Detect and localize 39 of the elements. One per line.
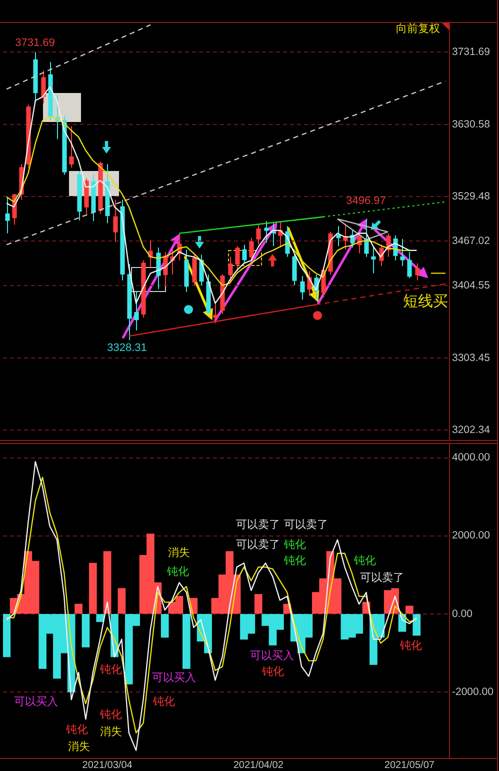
annotation: 可以卖了	[360, 572, 404, 585]
annotation: 可以买入	[14, 696, 58, 709]
y-tick-label: 4000.00	[452, 452, 490, 464]
y-tick-label: 3529.48	[452, 190, 490, 202]
annotation: 钝化	[354, 555, 376, 568]
annotation: 可以买入	[250, 650, 294, 663]
y-tick-label: 2000.00	[452, 530, 490, 542]
y-tick-label: 3731.69	[452, 46, 490, 58]
annotation: 钝化	[100, 664, 122, 677]
y-tick-label: 3303.45	[452, 352, 490, 364]
y-tick-label: -2000.00	[452, 686, 494, 698]
annotation: 可以买入	[152, 672, 196, 685]
y-tick-label: 3202.34	[452, 424, 490, 436]
annotation: 消失	[68, 741, 90, 754]
annotation: 钝化	[66, 724, 88, 737]
annotation: 钝化	[400, 640, 422, 653]
annotation: 钝化	[100, 709, 122, 722]
annotation: 可以卖了	[236, 519, 280, 532]
y-tick-label: 0.00	[452, 608, 473, 620]
y-tick-label: 3630.58	[452, 118, 490, 130]
x-tick-label: 2021/04/02	[233, 760, 284, 771]
annotation: 可以卖了	[284, 519, 328, 532]
annotation: 消失	[168, 547, 190, 560]
y-tick-label: 3467.02	[452, 235, 490, 248]
annotation: 钝化	[153, 696, 175, 709]
annotation: 向前复权	[396, 23, 440, 36]
annotation: 3496.97	[346, 194, 386, 208]
annotation: 3731.69	[15, 37, 55, 50]
annotation: 短线买	[403, 293, 448, 310]
annotation: 钝化	[284, 555, 306, 568]
annotation: 钝化	[167, 566, 189, 579]
annotation: 钝化	[262, 666, 284, 679]
annotation: 消失	[100, 726, 122, 739]
annotation: 3328.31	[107, 342, 147, 356]
x-tick-label: 2021/05/07	[384, 760, 435, 771]
annotation: 钝化	[284, 539, 306, 552]
annotation: 可以卖了	[236, 539, 280, 552]
x-tick-label: 2021/03/04	[82, 760, 133, 771]
y-tick-label: 3404.55	[452, 280, 490, 292]
